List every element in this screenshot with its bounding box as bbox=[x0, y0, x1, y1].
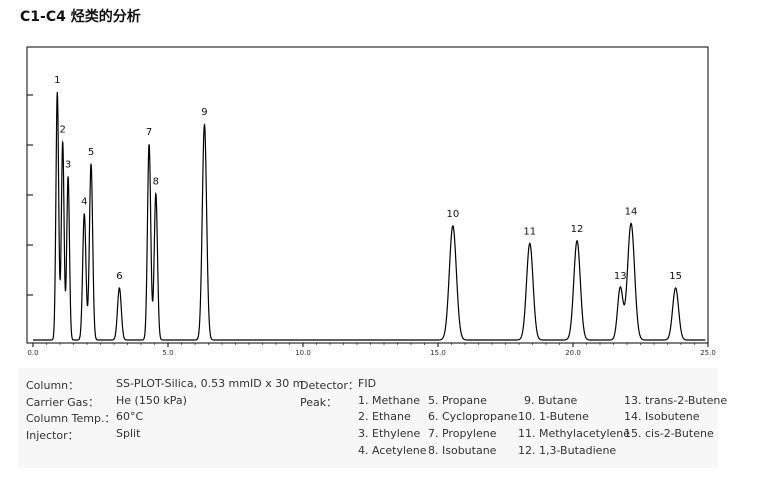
peak-name-14: 14. Isobutene bbox=[624, 410, 700, 423]
peak-name-5: 5. Propane bbox=[428, 394, 487, 407]
detector-value: FID bbox=[358, 377, 377, 390]
peak-name-9: 9. Butane bbox=[524, 394, 578, 407]
peak-name-8: 8. Isobutane bbox=[428, 444, 497, 457]
peak-label-5: 5 bbox=[88, 147, 94, 158]
carrier-gas-value: He (150 kPa) bbox=[116, 394, 187, 407]
injector-value: Split bbox=[116, 427, 141, 440]
peak-name-3: 3. Ethylene bbox=[358, 427, 421, 440]
peak-name-7: 7. Propylene bbox=[428, 427, 497, 440]
detector-label: Detector： bbox=[300, 379, 359, 392]
column-value: SS-PLOT-Silica, 0.53 mmID x 30 m bbox=[116, 377, 304, 390]
peak-name-13: 13. trans-2-Butene bbox=[624, 394, 728, 407]
peak-label-13: 13 bbox=[614, 271, 627, 282]
column-label: Column： bbox=[26, 379, 80, 392]
peak-label-1: 1 bbox=[54, 75, 60, 86]
x-tick-label: 5.0 bbox=[162, 349, 173, 357]
peak-name-10: 10. 1-Butene bbox=[518, 410, 589, 423]
peak-name-11: 11. Methylacetylene bbox=[518, 427, 631, 440]
injector-label: Injector： bbox=[26, 429, 79, 442]
peak-name-15: 15. cis-2-Butene bbox=[624, 427, 714, 440]
x-ticks: 0.0 5.0 10.0 15.0 20.0 25.0 bbox=[27, 343, 716, 357]
x-tick-label: 15.0 bbox=[430, 349, 446, 357]
peak-label-12: 12 bbox=[571, 224, 584, 235]
x-tick-label: 10.0 bbox=[295, 349, 311, 357]
peak-label-15: 15 bbox=[669, 271, 682, 282]
carrier-gas-label: Carrier Gas： bbox=[26, 396, 100, 409]
peak-name-12: 12. 1,3-Butadiene bbox=[518, 444, 617, 457]
peak-label-8: 8 bbox=[153, 177, 159, 188]
peak-label-7: 7 bbox=[146, 127, 152, 138]
peak-label-2: 2 bbox=[60, 125, 66, 136]
column-temp-label: Column Temp.： bbox=[26, 412, 116, 425]
x-tick-label: 25.0 bbox=[700, 349, 716, 357]
column-temp-value: 60°C bbox=[116, 410, 144, 423]
peak-label-6: 6 bbox=[116, 271, 122, 282]
conditions-panel: Column： SS-PLOT-Silica, 0.53 mmID x 30 m… bbox=[18, 368, 727, 468]
peak-name-4: 4. Acetylene bbox=[358, 444, 427, 457]
peak-name-6: 6. Cyclopropane bbox=[428, 410, 518, 423]
page-title: C1-C4 烃类的分析 bbox=[20, 9, 141, 25]
peak-name-1: 1. Methane bbox=[358, 394, 421, 407]
peak-label: Peak： bbox=[300, 396, 338, 409]
peak-name-2: 2. Ethane bbox=[358, 410, 411, 423]
peak-label-4: 4 bbox=[81, 197, 87, 208]
y-ticks bbox=[27, 94, 33, 296]
chromatogram-trace bbox=[33, 91, 706, 341]
peak-label-3: 3 bbox=[65, 159, 71, 170]
plot-frame bbox=[26, 46, 709, 344]
peak-label-14: 14 bbox=[625, 206, 638, 217]
x-tick-label: 20.0 bbox=[565, 349, 581, 357]
peak-label-11: 11 bbox=[523, 226, 536, 237]
peak-label-9: 9 bbox=[201, 107, 207, 118]
x-tick-label: 0.0 bbox=[27, 349, 38, 357]
peak-label-10: 10 bbox=[446, 209, 459, 220]
